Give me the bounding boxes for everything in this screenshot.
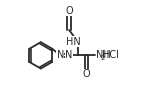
Text: O: O — [83, 69, 90, 79]
Text: HN: HN — [66, 37, 81, 47]
Text: N: N — [65, 50, 73, 60]
Text: N: N — [57, 50, 64, 60]
Text: NH: NH — [96, 50, 111, 60]
Text: HCl: HCl — [102, 50, 119, 60]
Text: O: O — [65, 6, 73, 16]
Text: 2: 2 — [101, 55, 105, 61]
